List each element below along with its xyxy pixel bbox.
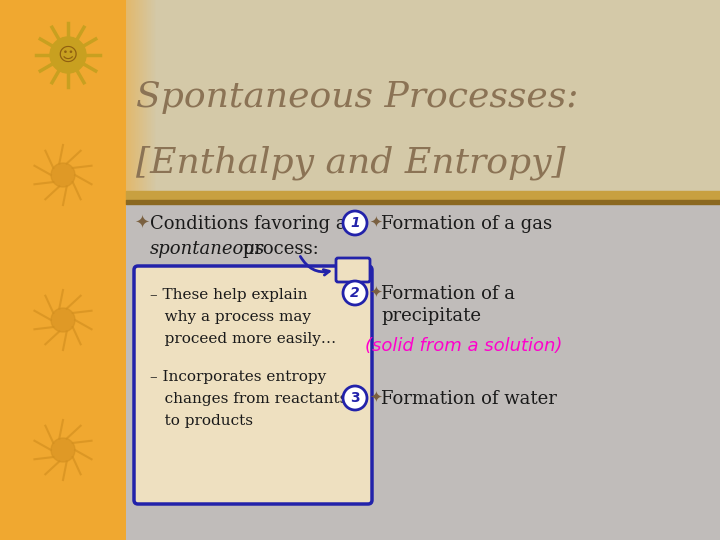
Bar <box>131 0 132 192</box>
Circle shape <box>50 37 86 73</box>
Text: 2: 2 <box>350 286 360 300</box>
Text: Spontaneous Processes:: Spontaneous Processes: <box>136 80 578 114</box>
Bar <box>138 0 139 192</box>
Bar <box>155 0 156 192</box>
Text: spontaneous: spontaneous <box>150 240 265 258</box>
Circle shape <box>51 163 75 187</box>
FancyBboxPatch shape <box>336 258 370 282</box>
Bar <box>150 0 151 192</box>
Circle shape <box>343 211 367 235</box>
Text: – Incorporates entropy: – Incorporates entropy <box>150 370 326 384</box>
Bar <box>142 0 143 192</box>
Text: process:: process: <box>237 240 319 258</box>
Bar <box>148 0 149 192</box>
Bar <box>126 0 720 192</box>
Bar <box>141 0 142 192</box>
Bar <box>144 0 145 192</box>
Bar <box>126 0 127 192</box>
FancyBboxPatch shape <box>134 266 372 504</box>
Text: Formation of water: Formation of water <box>381 390 557 408</box>
Text: proceed more easily…: proceed more easily… <box>150 332 336 346</box>
Text: why a process may: why a process may <box>150 310 311 324</box>
Bar <box>135 0 136 192</box>
Text: – These help explain: – These help explain <box>150 288 307 302</box>
Text: [Enthalpy and Entropy]: [Enthalpy and Entropy] <box>136 145 566 179</box>
Bar <box>133 0 134 192</box>
Bar <box>126 204 720 540</box>
Circle shape <box>343 386 367 410</box>
Bar <box>143 0 144 192</box>
Text: to products: to products <box>150 414 253 428</box>
Text: precipitate: precipitate <box>381 307 481 325</box>
Bar <box>132 0 133 192</box>
Bar <box>145 0 146 192</box>
Bar <box>134 0 135 192</box>
Text: Conditions favoring a: Conditions favoring a <box>150 215 346 233</box>
Text: ✦: ✦ <box>134 215 149 233</box>
Bar <box>152 0 153 192</box>
Bar <box>127 0 128 192</box>
Text: ✦: ✦ <box>369 215 382 230</box>
Text: (solid from a solution): (solid from a solution) <box>365 337 562 355</box>
Text: ✦: ✦ <box>369 390 382 405</box>
Circle shape <box>51 308 75 332</box>
Bar <box>151 0 152 192</box>
Text: ☺: ☺ <box>58 45 78 64</box>
Bar <box>0 0 126 540</box>
Text: ✦: ✦ <box>369 285 382 300</box>
Text: 3: 3 <box>350 391 360 405</box>
Bar <box>139 0 140 192</box>
Bar <box>154 0 155 192</box>
Circle shape <box>343 281 367 305</box>
Bar <box>136 0 137 192</box>
Text: changes from reactants: changes from reactants <box>150 392 347 406</box>
Bar <box>128 0 129 192</box>
Bar <box>149 0 150 192</box>
Circle shape <box>51 438 75 462</box>
Bar <box>153 0 154 192</box>
Bar <box>140 0 141 192</box>
Bar <box>147 0 148 192</box>
Text: 1: 1 <box>350 216 360 230</box>
Text: Formation of a gas: Formation of a gas <box>381 215 552 233</box>
Bar <box>137 0 138 192</box>
Text: Formation of a: Formation of a <box>381 285 515 303</box>
Bar <box>130 0 131 192</box>
Bar <box>129 0 130 192</box>
Bar <box>146 0 147 192</box>
